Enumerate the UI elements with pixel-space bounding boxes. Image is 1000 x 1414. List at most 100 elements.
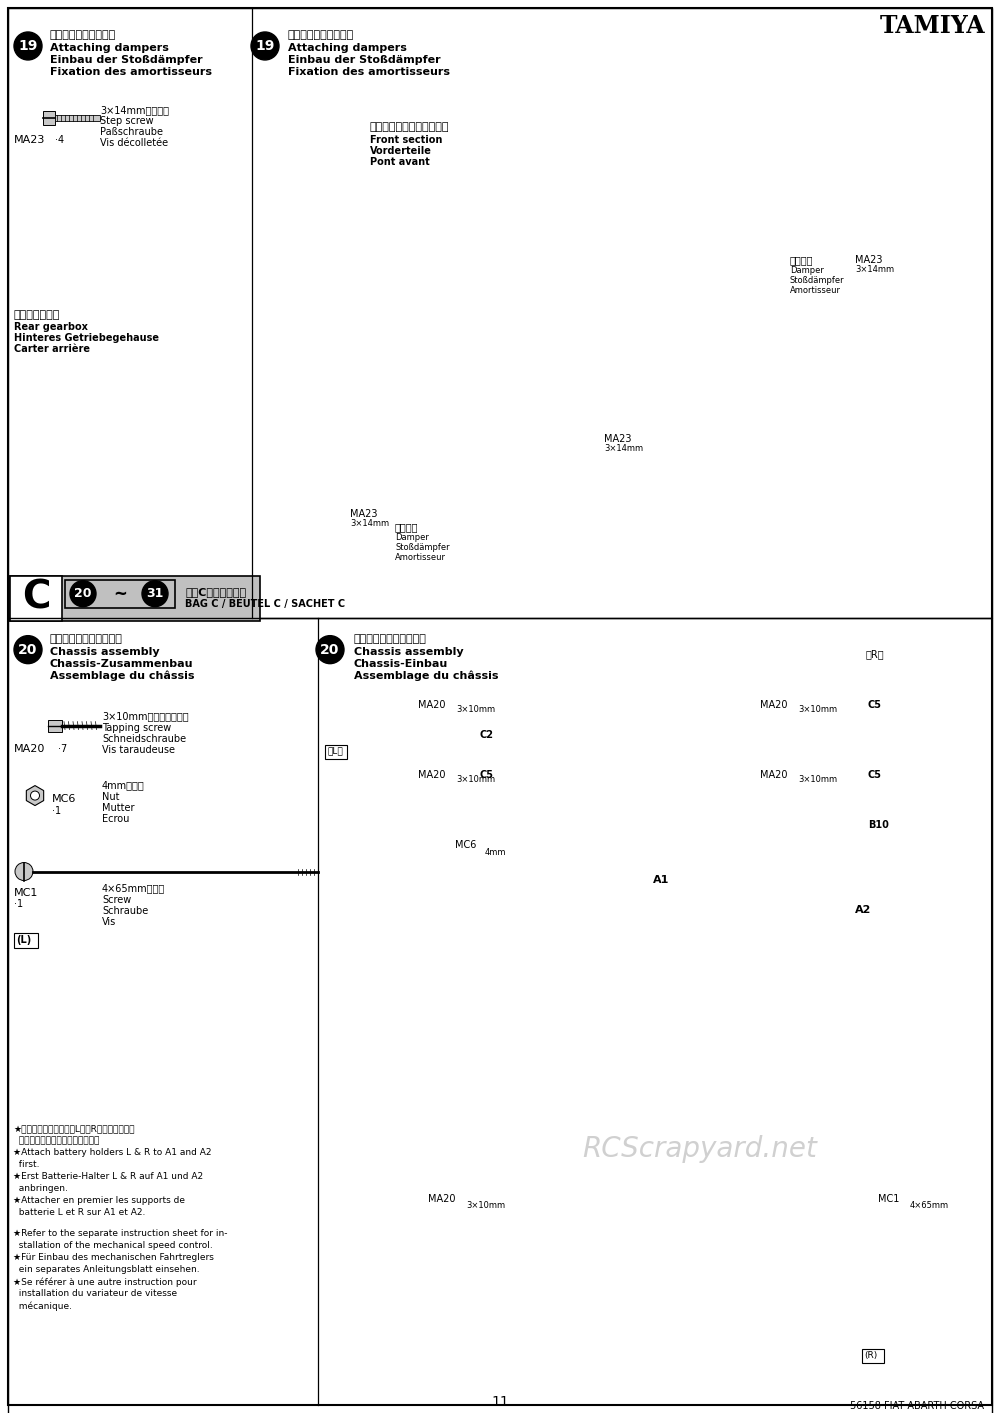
Text: MA20: MA20 (760, 769, 788, 779)
Bar (862, 1349, 884, 1363)
Text: 31: 31 (146, 587, 164, 600)
Text: MC1: MC1 (14, 888, 38, 898)
Text: MA23: MA23 (604, 434, 632, 444)
Text: 4×65mm: 4×65mm (910, 1202, 949, 1210)
Text: Chassis-Zusammenbau: Chassis-Zusammenbau (50, 659, 194, 669)
Text: Chassis assembly: Chassis assembly (354, 646, 464, 656)
Text: A2: A2 (855, 905, 871, 915)
Text: 3×10mmタッピングビス: 3×10mmタッピングビス (102, 711, 189, 721)
Text: ★Attacher en premier les supports de: ★Attacher en premier les supports de (13, 1196, 185, 1205)
Text: ★バッテリーホルダー（L）（R）はシャーシの: ★バッテリーホルダー（L）（R）はシャーシの (13, 1124, 134, 1134)
Circle shape (14, 636, 42, 663)
Text: A1: A1 (653, 874, 669, 885)
Text: MA20: MA20 (418, 700, 446, 710)
Text: ダンパーのとりつけ〛: ダンパーのとりつけ〛 (50, 30, 116, 40)
Text: Stoßdämpfer: Stoßdämpfer (790, 276, 845, 284)
Text: 3×14mm: 3×14mm (855, 264, 894, 274)
Text: MA20: MA20 (14, 744, 45, 754)
Text: Damper: Damper (790, 266, 824, 274)
Text: ＜シャーシのくみたて＞: ＜シャーシのくみたて＞ (354, 633, 427, 643)
Text: C5: C5 (868, 769, 882, 779)
Text: Vis taraudeuse: Vis taraudeuse (102, 745, 175, 755)
Text: くみたてより先にとりつけます。: くみたてより先にとりつけます。 (13, 1137, 99, 1145)
Circle shape (70, 581, 96, 607)
Text: B10: B10 (868, 820, 889, 830)
Text: Rear gearbox: Rear gearbox (14, 322, 88, 332)
Circle shape (30, 790, 40, 800)
Text: Fixation des amortisseurs: Fixation des amortisseurs (288, 66, 450, 76)
Text: Screw: Screw (102, 895, 131, 905)
Text: MC6: MC6 (455, 840, 476, 850)
Text: mécanique.: mécanique. (13, 1301, 72, 1311)
Bar (55, 115, 100, 122)
Text: 3×10mm: 3×10mm (466, 1202, 505, 1210)
Text: MA20: MA20 (760, 700, 788, 710)
Text: 3×10mm: 3×10mm (456, 704, 495, 714)
Text: MA23: MA23 (855, 255, 883, 264)
Text: ダンパー: ダンパー (395, 522, 418, 532)
Text: 19: 19 (255, 40, 275, 52)
Text: 〈L〉: 〈L〉 (327, 747, 343, 755)
Text: Amortisseur: Amortisseur (395, 553, 446, 561)
Bar (14, 933, 38, 949)
Text: 20: 20 (74, 587, 92, 600)
Text: Chassis assembly: Chassis assembly (50, 646, 160, 656)
Text: 3×14mm: 3×14mm (604, 444, 643, 452)
Text: ＜ギヤケース＞: ＜ギヤケース＞ (14, 310, 60, 320)
Text: Ecrou: Ecrou (102, 813, 129, 823)
Text: 袋詰Cを使用します: 袋詰Cを使用します (185, 587, 246, 597)
Text: 56158 FIAT ABARTH CORSA: 56158 FIAT ABARTH CORSA (850, 1401, 984, 1411)
Text: Pont avant: Pont avant (370, 157, 430, 167)
Text: ·4: ·4 (55, 134, 64, 144)
Text: TAMIYA: TAMIYA (879, 14, 985, 38)
Text: ＜フロントバルクヘッド＞: ＜フロントバルクヘッド＞ (370, 122, 450, 132)
Bar (48, 720, 62, 731)
Text: Assemblage du châssis: Assemblage du châssis (50, 670, 194, 682)
Text: ·1: ·1 (14, 898, 23, 909)
Text: Einbau der Stoßdämpfer: Einbau der Stoßdämpfer (288, 55, 441, 65)
Text: Tapping screw: Tapping screw (102, 723, 171, 732)
Text: C5: C5 (480, 769, 494, 779)
Text: Vis décolletée: Vis décolletée (100, 139, 168, 148)
Bar (10, 575, 260, 621)
Text: 3×10mm: 3×10mm (798, 775, 837, 783)
Text: Schraube: Schraube (102, 905, 148, 915)
Text: Stoßdämpfer: Stoßdämpfer (395, 543, 450, 551)
Polygon shape (26, 786, 44, 806)
Text: Paßschraube: Paßschraube (100, 127, 163, 137)
Text: Vorderteile: Vorderteile (370, 146, 432, 156)
Bar (43, 110, 55, 124)
Text: ~: ~ (113, 584, 127, 602)
Bar (8, 8, 992, 618)
Text: first.: first. (13, 1161, 40, 1169)
Text: Step screw: Step screw (100, 116, 154, 126)
Text: Einbau der Stoßdämpfer: Einbau der Stoßdämpfer (50, 55, 203, 65)
Text: ·7: ·7 (58, 744, 67, 754)
Circle shape (142, 581, 168, 607)
Text: ＜シャーシのくみたて＞: ＜シャーシのくみたて＞ (50, 633, 123, 643)
Text: ★Erst Batterie-Halter L & R auf A1 und A2: ★Erst Batterie-Halter L & R auf A1 und A… (13, 1172, 203, 1181)
Text: 3×10mm: 3×10mm (456, 775, 495, 783)
Text: Nut: Nut (102, 792, 120, 802)
Text: MA23: MA23 (14, 134, 45, 144)
Text: Carter arrière: Carter arrière (14, 344, 90, 354)
Text: BAG C / BEUTEL C / SACHET C: BAG C / BEUTEL C / SACHET C (185, 598, 345, 608)
Text: 3×10mm: 3×10mm (798, 704, 837, 714)
Text: MA20: MA20 (418, 769, 446, 779)
Circle shape (316, 636, 344, 663)
Text: C5: C5 (868, 700, 882, 710)
Bar (10, 575, 62, 621)
Text: batterie L et R sur A1 et A2.: batterie L et R sur A1 et A2. (13, 1209, 145, 1217)
Circle shape (14, 33, 42, 59)
Text: ダンパー: ダンパー (790, 255, 814, 264)
Text: Amortisseur: Amortisseur (790, 286, 841, 296)
Bar (65, 580, 175, 608)
Text: Damper: Damper (395, 533, 429, 542)
Text: 3×14mm段付ビス: 3×14mm段付ビス (100, 105, 169, 115)
Text: Assemblage du châssis: Assemblage du châssis (354, 670, 498, 682)
Text: (R): (R) (864, 1352, 877, 1360)
Circle shape (15, 863, 33, 881)
Text: Vis: Vis (102, 916, 116, 926)
Text: ★Für Einbau des mechanischen Fahrtreglers: ★Für Einbau des mechanischen Fahrtregler… (13, 1253, 214, 1263)
Text: MA20: MA20 (428, 1195, 456, 1205)
